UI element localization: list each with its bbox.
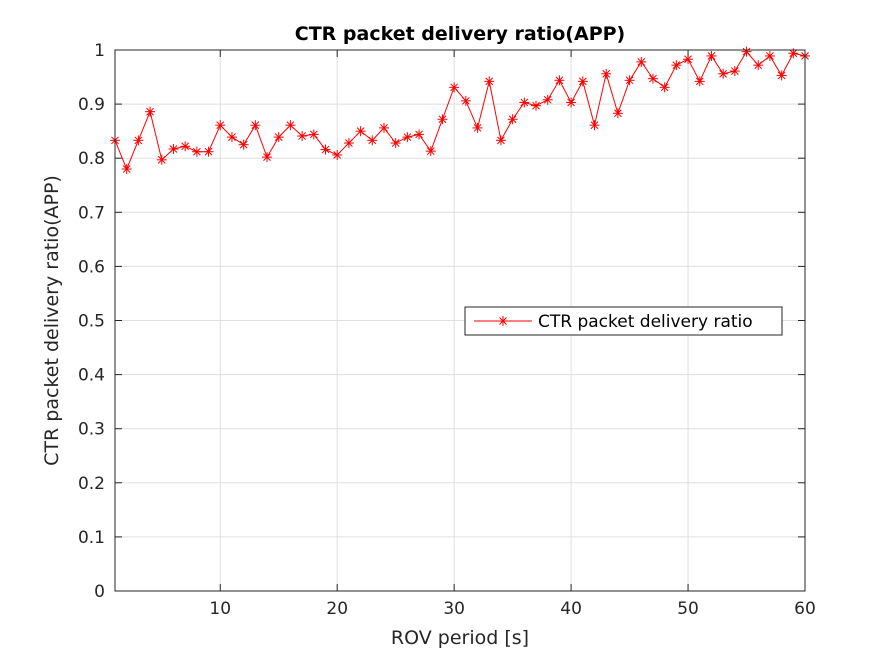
data-point bbox=[647, 73, 658, 84]
data-point bbox=[601, 68, 612, 79]
x-axis-label: ROV period [s] bbox=[391, 627, 529, 649]
data-point bbox=[577, 76, 588, 87]
legend: CTR packet delivery ratio bbox=[464, 306, 783, 336]
data-point bbox=[145, 106, 156, 117]
data-point bbox=[659, 82, 670, 93]
data-point bbox=[776, 70, 787, 81]
data-point bbox=[226, 132, 237, 143]
data-point bbox=[741, 46, 752, 57]
chart-title: CTR packet delivery ratio(APP) bbox=[295, 23, 625, 45]
legend-marker-star bbox=[498, 316, 508, 326]
y-tick-label: 0.5 bbox=[78, 312, 105, 332]
data-point bbox=[332, 149, 343, 160]
data-point bbox=[390, 138, 401, 149]
data-point bbox=[121, 164, 132, 175]
data-point bbox=[519, 97, 530, 108]
data-point bbox=[484, 76, 495, 87]
data-point bbox=[753, 60, 764, 71]
data-point bbox=[472, 122, 483, 133]
data-point bbox=[367, 135, 378, 146]
data-markers bbox=[110, 46, 810, 175]
data-point bbox=[215, 120, 226, 131]
y-tick-label: 0.8 bbox=[78, 149, 105, 169]
legend-label: CTR packet delivery ratio bbox=[538, 312, 753, 332]
data-point bbox=[624, 75, 635, 86]
data-point bbox=[250, 120, 261, 131]
data-point bbox=[542, 94, 553, 105]
data-point bbox=[683, 54, 694, 65]
data-point bbox=[191, 146, 202, 157]
data-point bbox=[156, 154, 167, 165]
data-point bbox=[449, 82, 460, 93]
data-point bbox=[694, 76, 705, 87]
y-tick-label: 0.6 bbox=[78, 257, 105, 277]
legend-marker bbox=[498, 316, 508, 326]
data-point bbox=[238, 139, 249, 150]
data-point bbox=[414, 129, 425, 140]
data-point bbox=[636, 56, 647, 67]
tick-marks bbox=[115, 49, 806, 592]
data-point bbox=[285, 120, 296, 131]
data-point bbox=[262, 152, 273, 163]
data-point bbox=[203, 146, 214, 157]
y-tick-label: 0.4 bbox=[78, 366, 105, 386]
data-point bbox=[531, 100, 542, 111]
x-tick-label: 30 bbox=[443, 599, 465, 619]
data-point bbox=[671, 60, 682, 71]
y-tick-label: 0 bbox=[94, 582, 105, 602]
data-point bbox=[297, 131, 308, 142]
data-point bbox=[180, 141, 191, 152]
data-point bbox=[460, 95, 471, 106]
data-point bbox=[554, 75, 565, 86]
data-point bbox=[612, 108, 623, 119]
y-tick-label: 0.1 bbox=[78, 528, 105, 548]
data-point bbox=[495, 135, 506, 146]
x-tick-label: 40 bbox=[560, 599, 582, 619]
data-point bbox=[566, 97, 577, 108]
data-point bbox=[355, 126, 366, 137]
data-point bbox=[718, 68, 729, 79]
data-point bbox=[343, 138, 354, 149]
data-point bbox=[273, 132, 284, 143]
data-point bbox=[589, 120, 600, 131]
data-point bbox=[320, 144, 331, 155]
y-tick-label: 0.2 bbox=[78, 474, 105, 494]
data-point bbox=[308, 129, 319, 140]
y-tick-label: 0.3 bbox=[78, 420, 105, 440]
x-tick-labels: 10 20 30 40 50 60 bbox=[209, 599, 815, 619]
y-tick-label: 1 bbox=[94, 41, 105, 61]
data-point bbox=[729, 66, 740, 77]
x-tick-label: 20 bbox=[326, 599, 348, 619]
y-tick-label: 0.7 bbox=[78, 203, 105, 223]
x-tick-label: 10 bbox=[209, 599, 231, 619]
data-point bbox=[437, 114, 448, 125]
data-point bbox=[764, 50, 775, 61]
data-point bbox=[378, 122, 389, 133]
data-point bbox=[706, 50, 717, 61]
y-axis-label: CTR packet delivery ratio(APP) bbox=[41, 175, 63, 466]
data-point bbox=[133, 135, 144, 146]
y-tick-label: 0.9 bbox=[78, 95, 105, 115]
data-point bbox=[425, 146, 436, 157]
x-tick-label: 60 bbox=[794, 599, 816, 619]
data-point bbox=[168, 144, 179, 155]
y-tick-labels: 0 0.1 0.2 0.3 0.4 0.5 0.6 0.7 0.8 0.9 1 bbox=[78, 41, 105, 602]
x-tick-label: 50 bbox=[677, 599, 699, 619]
data-point bbox=[507, 114, 518, 125]
data-point bbox=[402, 132, 413, 143]
